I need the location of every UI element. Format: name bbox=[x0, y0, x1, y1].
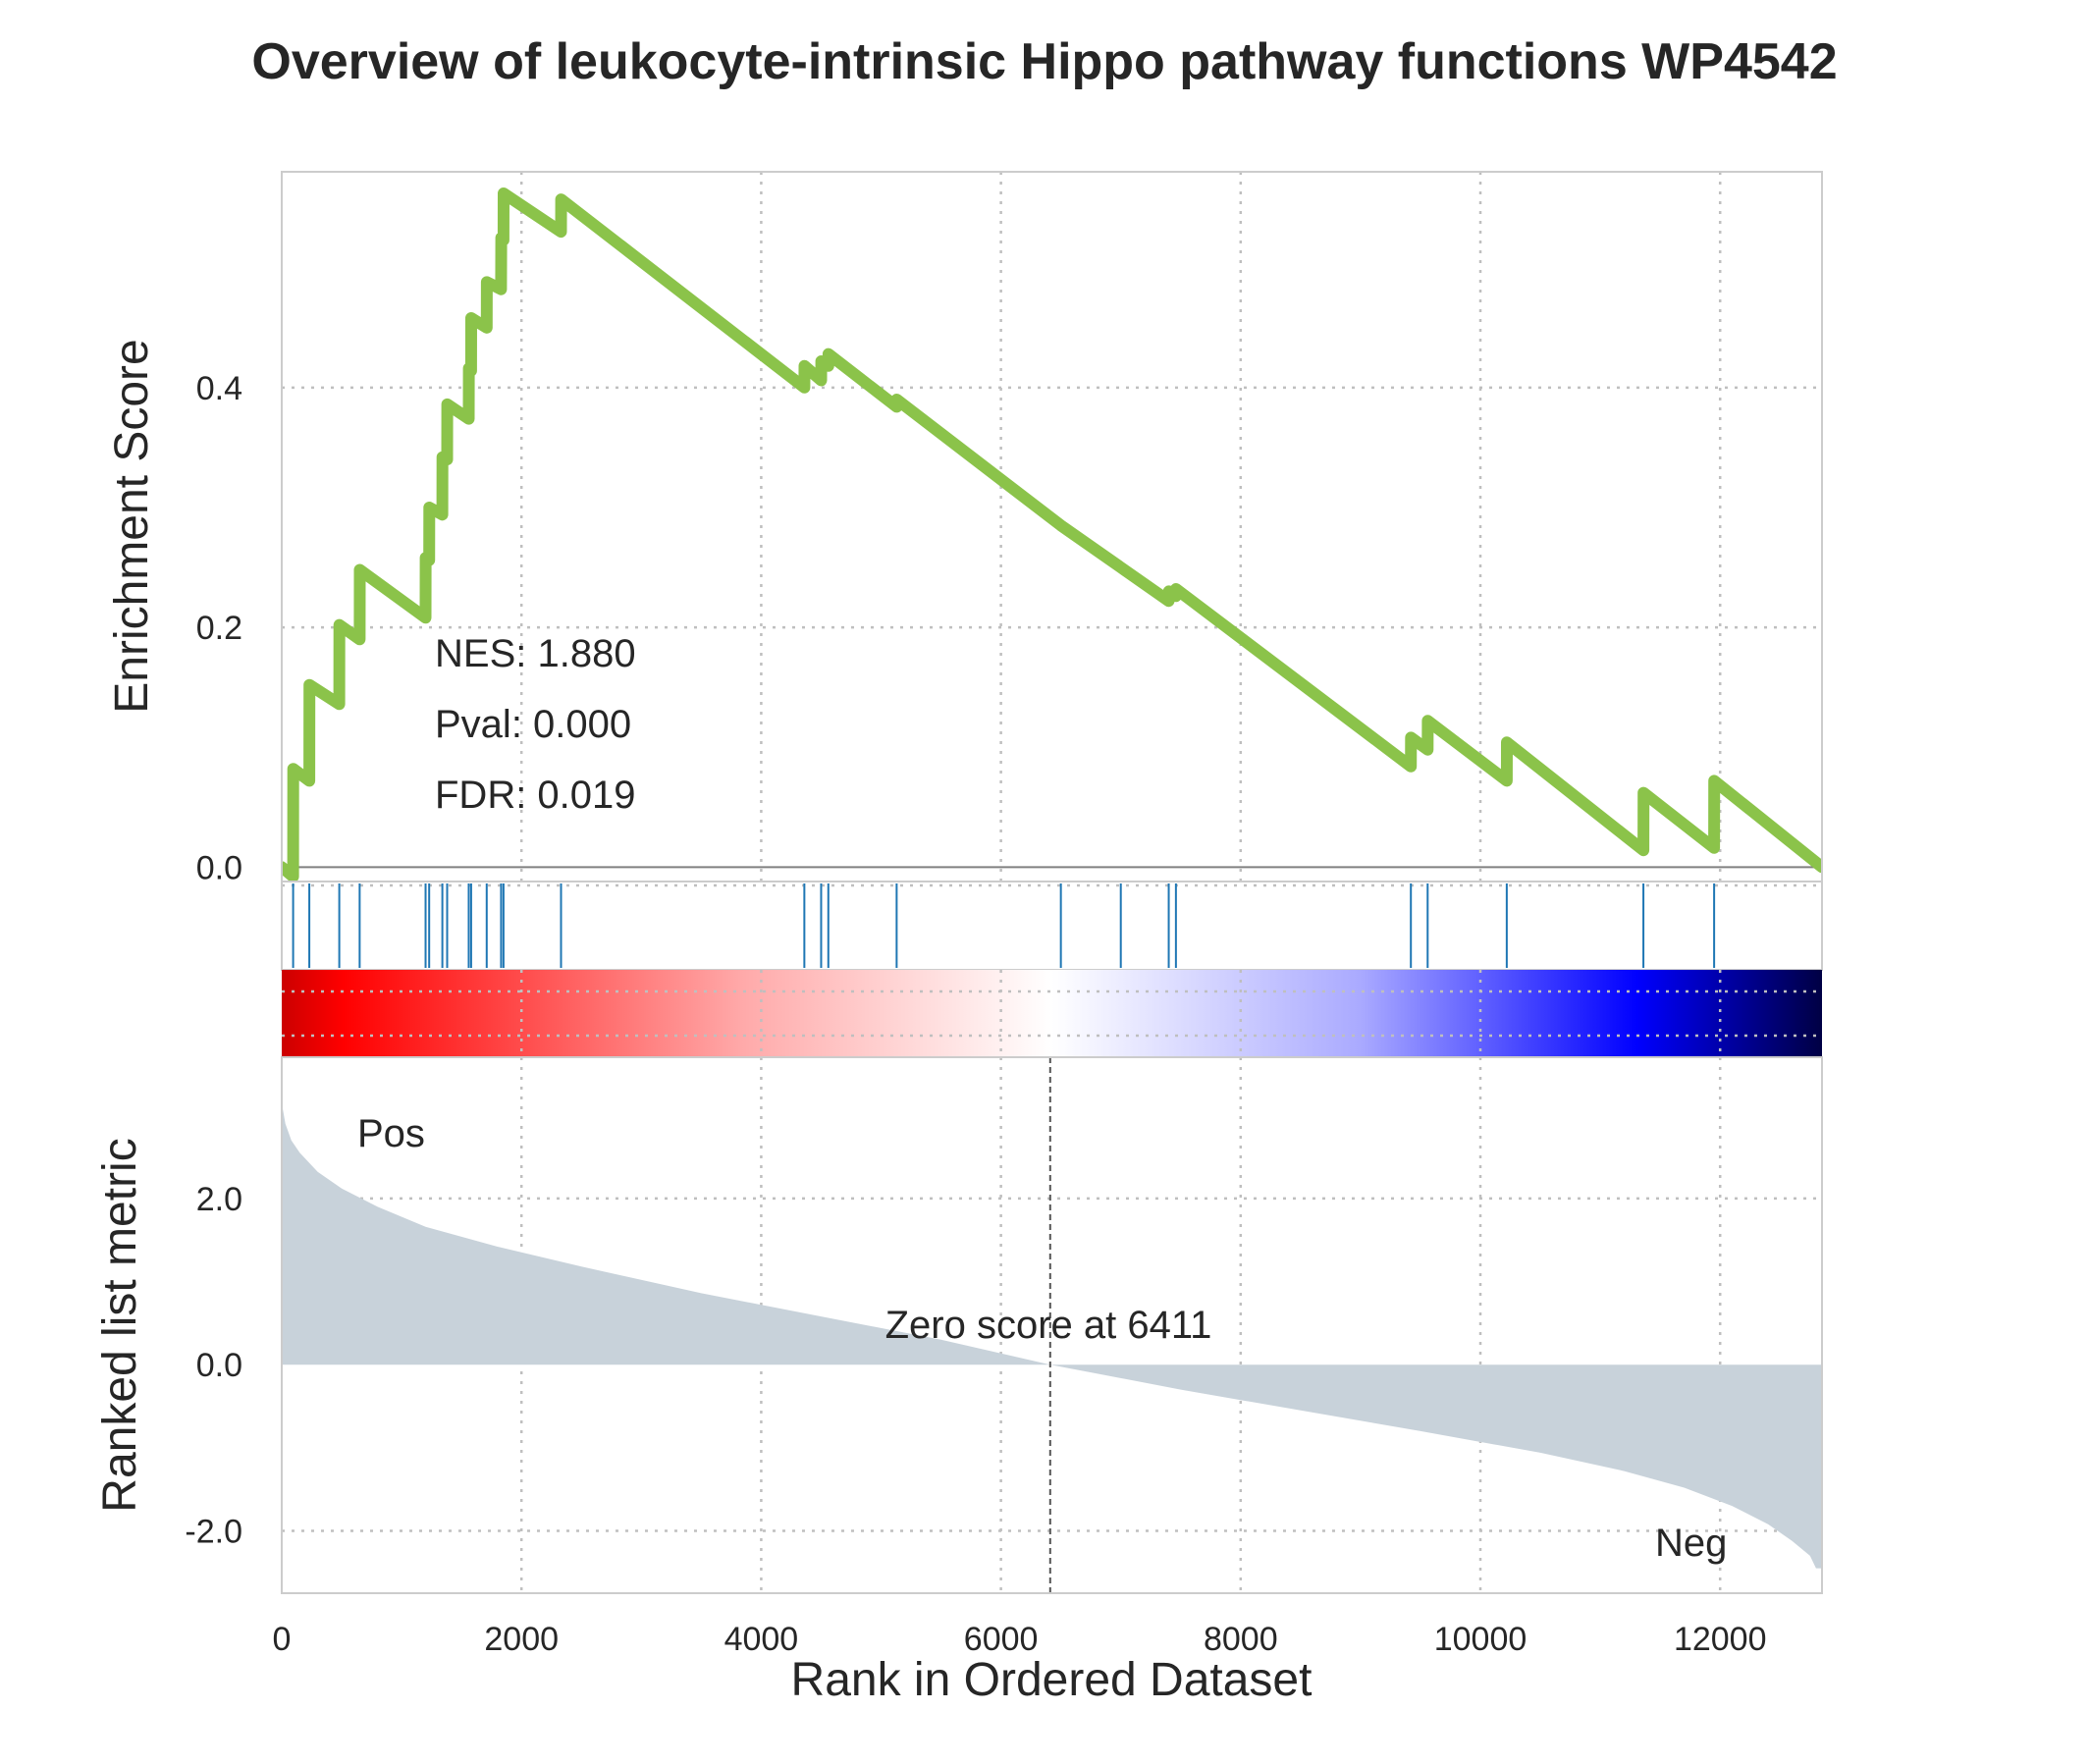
x-axis-label: Rank in Ordered Dataset bbox=[791, 1654, 1313, 1706]
pval-stat: Pval: 0.000 bbox=[435, 703, 631, 746]
pos-label: Pos bbox=[357, 1112, 425, 1155]
x-axis-ticks: 0 2000 4000 6000 8000 10000 12000 bbox=[273, 1621, 1767, 1658]
enrichment-y-tick-label: 0.0 bbox=[196, 849, 242, 886]
enrichment-y-label: Enrichment Score bbox=[106, 339, 158, 714]
ranked-frame bbox=[281, 1056, 1823, 1594]
ranked-y-ticks: 2.0 0.0 -2.0 bbox=[185, 1181, 242, 1551]
enrichment-y-tick-label: 0.2 bbox=[196, 610, 242, 647]
ranked-y-tick-label: 0.0 bbox=[196, 1347, 242, 1384]
hits-panel bbox=[281, 881, 1823, 971]
enrichment-panel: 0.0 0.2 0.4 Enrichment Score NES: 1.880 Pv… bbox=[106, 171, 1823, 887]
x-tick-label: 6000 bbox=[964, 1621, 1039, 1658]
ranked-y-label: Ranked list metric bbox=[94, 1138, 146, 1512]
ranked-metric-area bbox=[282, 1102, 1822, 1569]
nes-stat: NES: 1.880 bbox=[435, 632, 636, 675]
x-tick-label: 4000 bbox=[724, 1621, 799, 1658]
enrichment-grid bbox=[282, 172, 1822, 882]
ranked-panel: 2.0 0.0 -2.0 Ranked list metric Pos Neg Ze… bbox=[94, 1056, 1823, 1594]
x-tick-label: 10000 bbox=[1434, 1621, 1527, 1658]
ranked-y-tick-label: -2.0 bbox=[185, 1514, 242, 1551]
colorbar-grid bbox=[282, 970, 1822, 1057]
rank-colorbar bbox=[282, 970, 1822, 1057]
ranked-y-tick-label: 2.0 bbox=[196, 1181, 242, 1218]
x-tick-label: 2000 bbox=[484, 1621, 559, 1658]
x-tick-label: 8000 bbox=[1204, 1621, 1278, 1658]
enrichment-y-ticks: 0.0 0.2 0.4 bbox=[196, 370, 242, 887]
hits-frame bbox=[281, 881, 1823, 971]
enrichment-y-tick-label: 0.4 bbox=[196, 370, 242, 407]
enrichment-score-line bbox=[282, 187, 1822, 882]
chart-title: Overview of leukocyte-intrinsic Hippo pa… bbox=[251, 33, 1837, 90]
zero-score-label: Zero score at 6411 bbox=[885, 1304, 1212, 1347]
colorbar-panel bbox=[282, 970, 1822, 1057]
hit-lines bbox=[292, 883, 1716, 968]
x-tick-label: 0 bbox=[273, 1621, 292, 1658]
neg-label: Neg bbox=[1655, 1522, 1727, 1565]
x-tick-label: 12000 bbox=[1674, 1621, 1767, 1658]
fdr-stat: FDR: 0.019 bbox=[435, 774, 636, 817]
